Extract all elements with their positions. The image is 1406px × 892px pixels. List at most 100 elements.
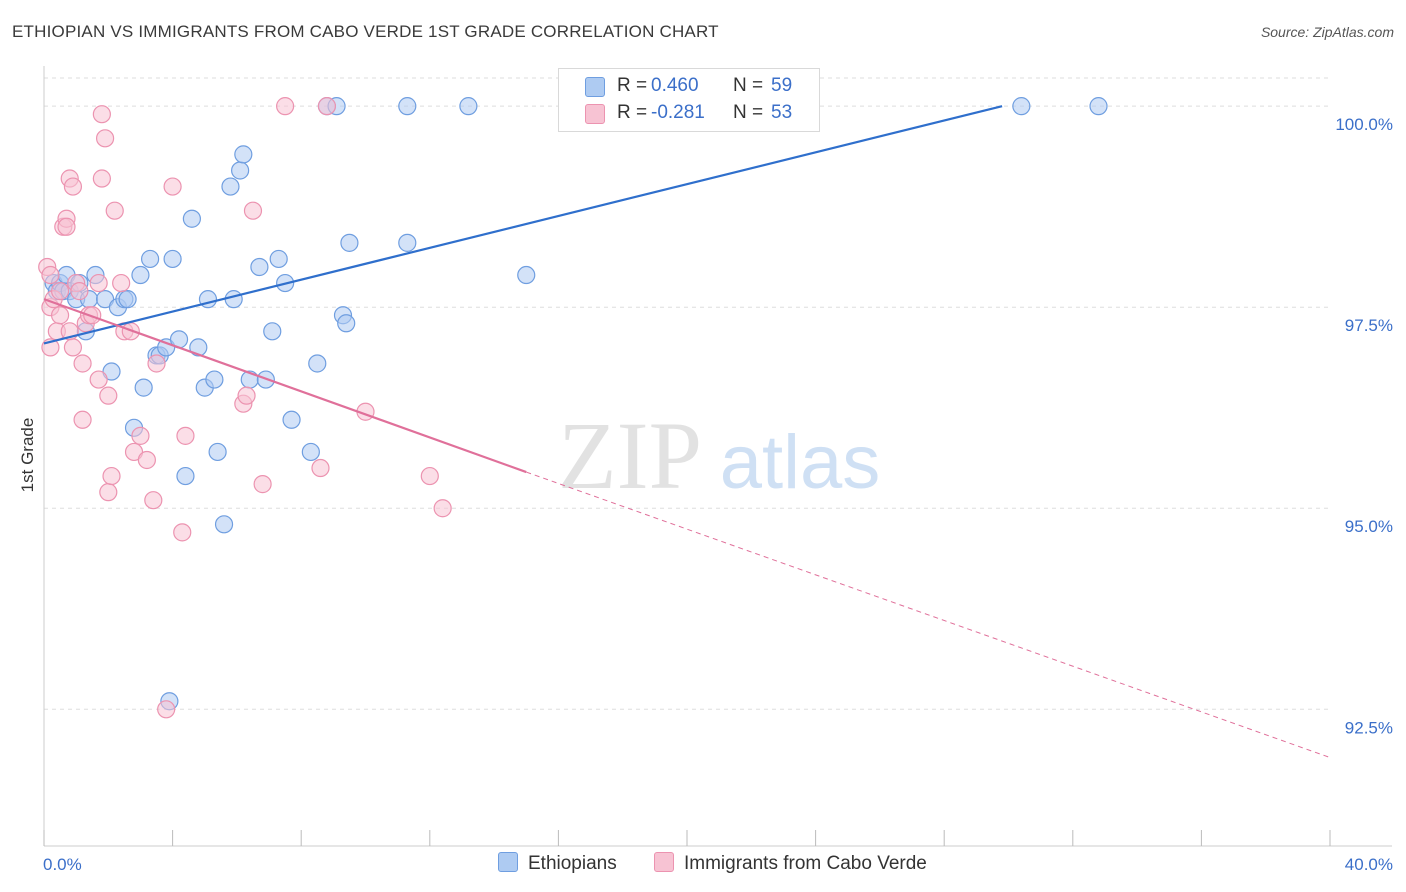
cabo-verde-trend-line [43, 298, 527, 474]
ethiopian-point [234, 145, 253, 164]
cabo-verde-point [99, 386, 118, 405]
ethiopian-point [214, 515, 234, 534]
ethiopian-point [134, 378, 153, 397]
cabo-verde-point [89, 273, 108, 293]
y-tick-label: 97.5% [1345, 316, 1393, 335]
legend-swatch-blue [585, 77, 605, 97]
watermark: ZIP atlas [558, 402, 880, 509]
cabo-verde-point [102, 466, 121, 486]
ethiopian-point [337, 314, 356, 333]
cabo-verde-point [157, 700, 176, 719]
ethiopian-point [189, 338, 208, 357]
cabo-verde-point [144, 491, 163, 510]
y-tick-label: 95.0% [1345, 517, 1393, 536]
points-layer [38, 97, 1108, 719]
stats-legend: R = 0.460 N = 59 R = -0.281 N = 53 [558, 68, 820, 132]
ethiopian-point [157, 338, 176, 357]
cabo-verde-point [163, 177, 182, 196]
ethiopian-point [301, 442, 320, 462]
legend-r-value: -0.281 [651, 102, 705, 123]
legend-n-label: N = [733, 75, 764, 96]
legend-n-label: N = [733, 102, 764, 123]
cabo-verde-point [63, 177, 83, 196]
cabo-verde-point [70, 282, 89, 301]
ethiopian-point [205, 370, 224, 389]
ethiopian-point [208, 442, 227, 462]
cabo-verde-point [237, 386, 256, 405]
bottom-legend-cabo-verde: Immigrants from Cabo Verde [654, 852, 927, 875]
ethiopian-point [102, 362, 121, 381]
ethiopian-point [118, 290, 137, 309]
legend-r-value: 0.460 [651, 75, 699, 96]
bottom-legend-swatch-blue [498, 852, 518, 872]
ethiopian-point [250, 257, 269, 277]
legend-n-value: 59 [771, 75, 793, 96]
cabo-verde-point [92, 169, 111, 188]
legend-r-label: R = [617, 102, 648, 123]
cabo-verde-point [41, 265, 60, 285]
cabo-verde-point [420, 466, 439, 486]
watermark-atlas: atlas [720, 420, 881, 505]
x-tick-label-min: 0.0% [43, 855, 82, 874]
watermark-zip: ZIP [558, 402, 702, 509]
bottom-legend-label: Immigrants from Cabo Verde [684, 853, 927, 874]
axis-layer: 92.5% 95.0% 97.5% 100.0% 0.0% 40.0% [43, 66, 1393, 874]
ethiopian-point [131, 265, 150, 285]
cabo-verde-point [63, 338, 83, 357]
ethiopian-point [269, 249, 288, 269]
ethiopian-point [95, 290, 115, 309]
ethiopian-point [1012, 97, 1031, 116]
cabo-verde-point [147, 354, 166, 373]
chart-source: Source: ZipAtlas.com [1260, 24, 1394, 40]
cabo-verde-point [89, 370, 108, 389]
cabo-verde-point [173, 523, 192, 542]
cabo-verde-point [50, 306, 70, 325]
ethiopian-trend-line [43, 105, 1003, 345]
cabo-verde-point [73, 410, 92, 429]
ethiopian-point [308, 354, 327, 373]
cabo-verde-point [105, 201, 124, 220]
ethiopian-point [140, 249, 160, 269]
cabo-verde-point [311, 458, 330, 478]
ethiopian-point [263, 322, 282, 341]
y-axis-label: 1st Grade [18, 418, 37, 493]
cabo-verde-point [276, 97, 295, 116]
legend-r-label: R = [617, 75, 648, 96]
ethiopian-point [340, 233, 359, 252]
ethiopian-point [224, 290, 243, 309]
x-tick-label-max: 40.0% [1345, 855, 1393, 874]
ethiopian-point [1089, 97, 1108, 116]
bottom-legend-ethiopians: Ethiopians [498, 852, 617, 875]
legend-swatch-pink [585, 104, 605, 124]
cabo-verde-point [137, 450, 156, 470]
y-tick-label: 100.0% [1335, 115, 1393, 134]
cabo-verde-point [57, 217, 76, 236]
ethiopian-point [182, 209, 201, 228]
trend-layer [43, 105, 1331, 759]
y-tick-label: 92.5% [1345, 718, 1393, 737]
ethiopian-point [398, 233, 417, 252]
cabo-verde-point [83, 306, 102, 325]
cabo-verde-point [73, 354, 92, 373]
cabo-verde-point [99, 483, 118, 502]
cabo-verde-point [131, 426, 150, 445]
ethiopian-point [163, 249, 182, 269]
cabo-verde-point [95, 129, 115, 148]
legend-n-value: 53 [771, 102, 793, 123]
ethiopian-point [459, 97, 478, 116]
ethiopian-point [231, 161, 250, 180]
cabo-verde-trend-extension [526, 471, 1331, 759]
chart-title: ETHIOPIAN VS IMMIGRANTS FROM CABO VERDE … [12, 22, 719, 41]
cabo-verde-point [253, 475, 272, 494]
ethiopian-point [398, 97, 417, 116]
cabo-verde-point [112, 273, 131, 293]
cabo-verde-point [124, 442, 144, 462]
ethiopian-point [221, 177, 240, 196]
cabo-verde-point [433, 499, 452, 518]
ethiopian-point [176, 466, 195, 486]
bottom-legend-label: Ethiopians [528, 853, 617, 874]
cabo-verde-point [243, 201, 263, 220]
bottom-legend-swatch-pink [654, 852, 674, 872]
cabo-verde-point [317, 97, 337, 116]
